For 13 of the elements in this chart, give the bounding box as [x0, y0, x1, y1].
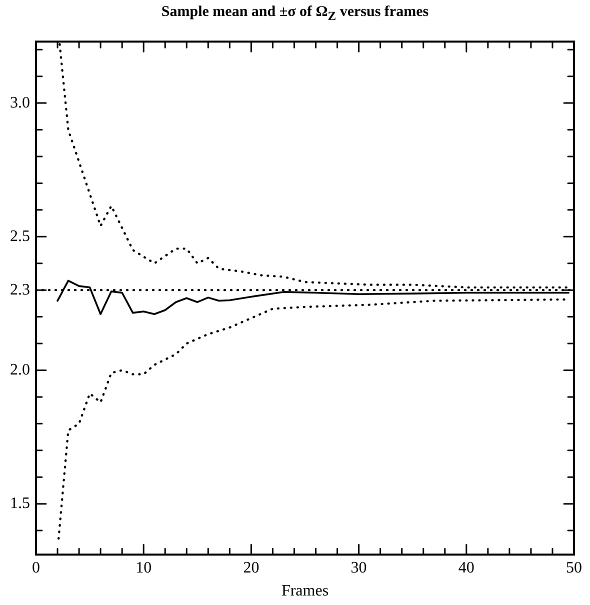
y-tick-label: 1.5	[10, 495, 30, 512]
x-tick-label: 10	[136, 559, 152, 576]
chart-title: Sample mean and ±σ of Ω$_{Z}$ versus frames	[160, 4, 430, 24]
y-tick-label: 2.0	[10, 361, 30, 378]
y-tick-label: 2.5	[10, 228, 30, 245]
x-tick-label: 50	[566, 559, 582, 576]
x-axis-title: Frames	[281, 582, 329, 600]
x-tick-label: 40	[458, 559, 474, 576]
x-tick-label: 0	[32, 559, 40, 576]
y-tick-label: 3.0	[10, 94, 30, 112]
x-tick-label: 20	[243, 559, 260, 576]
y-tick-label: 2.3	[10, 281, 30, 298]
x-tick-label: 30	[350, 559, 367, 576]
